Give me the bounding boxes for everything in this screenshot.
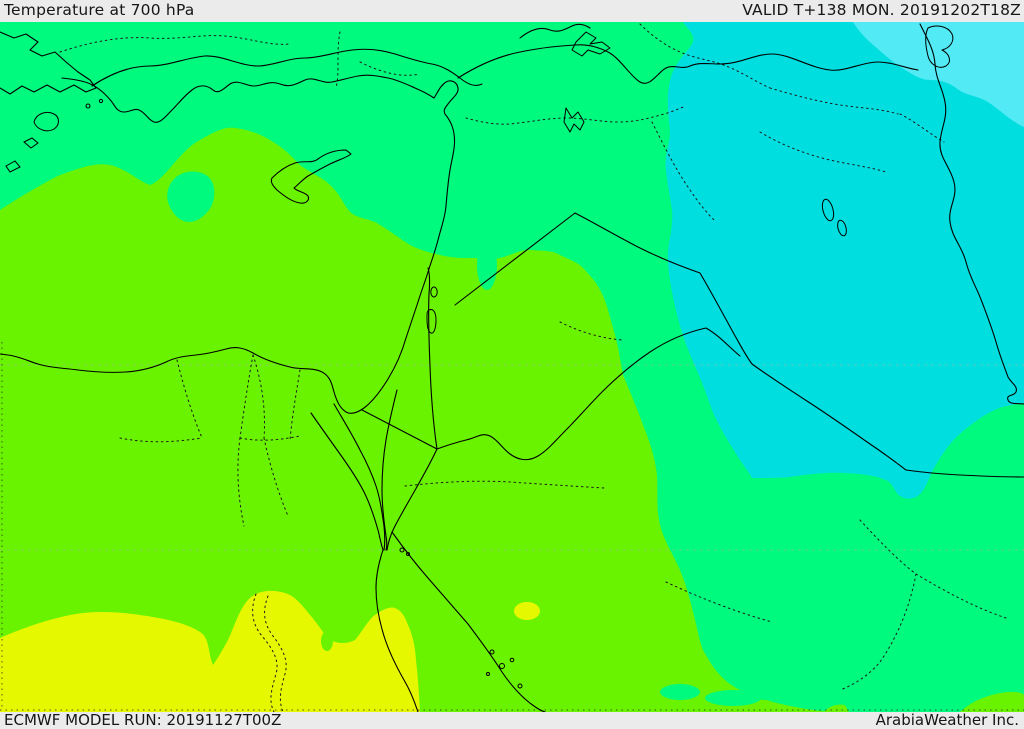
region-yellow-patch [514,602,540,620]
lake-icon [837,219,847,237]
region-mild-spot-druze [477,240,497,290]
coastlines [0,23,1024,712]
region-mild-blob [660,684,700,700]
model-run-label: ECMWF MODEL RUN: 20191127T00Z [4,711,282,729]
region-chartreuse-streak [960,691,1024,712]
footer-bar: ECMWF MODEL RUN: 20191127T00Z ArabiaWeat… [0,711,1024,729]
region-coolest-blob [983,87,1005,101]
valid-time-label: VALID T+138 MON. 20191202T18Z [742,1,1021,19]
lake-icon [571,31,611,57]
header-bar: Temperature at 700 hPa VALID T+138 MON. … [0,0,1024,22]
region-warm-chartreuse [0,127,830,712]
cyprus-outline [270,149,352,204]
region-warmest-yellow [0,590,420,712]
region-mild-blob [744,676,788,700]
map-canvas [0,22,1024,712]
temperature-map [0,22,1024,712]
lake-icon [563,107,585,133]
region-coolest-light-cyan [853,22,1024,127]
region-chartreuse-speck [321,631,333,651]
lake-icon [426,309,437,334]
region-mild-island-med [167,171,215,222]
map-title: Temperature at 700 hPa [4,1,195,19]
graticule-lines [0,342,1024,711]
region-cool-cyan [665,22,1024,499]
dotted-borders [59,23,1007,712]
lake-icon [430,286,438,298]
brand-label: ArabiaWeather Inc. [875,711,1019,729]
lake-icon [925,25,954,68]
island-icon [33,111,59,132]
lake-icon [821,198,835,222]
